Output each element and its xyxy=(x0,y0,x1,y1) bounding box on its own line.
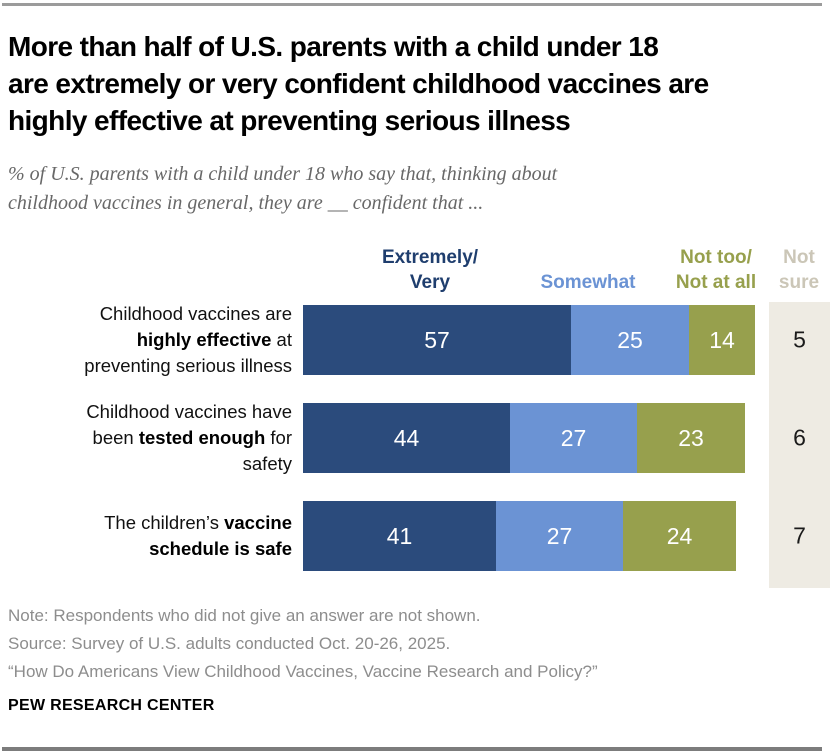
bar-row: 44 27 23 xyxy=(303,403,745,473)
top-rule xyxy=(2,3,822,6)
legend-not-sure: Not sure xyxy=(766,245,832,295)
legend-label-line: Not too/ xyxy=(680,247,752,268)
bottom-rule xyxy=(2,747,822,751)
chart-notes: Note: Respondents who did not give an an… xyxy=(8,602,808,686)
bar-segment: 23 xyxy=(637,403,745,473)
report-title-line: “How Do Americans View Childhood Vaccine… xyxy=(8,662,598,681)
bar-segment: 41 xyxy=(303,501,496,571)
pew-research-center-wordmark: PEW RESEARCH CENTER xyxy=(8,697,215,714)
legend-label-line: Not at all xyxy=(675,272,757,293)
bar-value-label: 24 xyxy=(666,522,693,549)
bar-value-label: 14 xyxy=(709,326,735,353)
bar-value-label: 27 xyxy=(546,522,573,549)
legend-label-line: Very xyxy=(409,272,451,293)
bar-segment: 14 xyxy=(689,305,755,375)
subtitle-line: % of U.S. parents with a child under 18 … xyxy=(8,163,558,185)
subtitle-line: childhood vaccines in general, they are … xyxy=(8,192,484,214)
row-label: The children’s vaccine schedule is safe xyxy=(104,512,292,559)
source-line: Source: Survey of U.S. adults conducted … xyxy=(8,634,451,653)
chart-subtitle: % of U.S. parents with a child under 18 … xyxy=(8,160,808,218)
legend-label-line: sure xyxy=(778,272,820,293)
bar-segment: 27 xyxy=(496,501,623,571)
bar-value-label: 41 xyxy=(386,522,413,549)
legend-extremely-very: Extremely/ Very xyxy=(345,245,515,295)
bar-value-label: 44 xyxy=(393,424,420,451)
not-sure-value-label: 7 xyxy=(793,522,806,549)
bar-row: 57 25 14 xyxy=(303,305,755,375)
bar-segment: 27 xyxy=(510,403,637,473)
not-sure-value-label: 5 xyxy=(793,326,806,353)
legend-label-line: Somewhat xyxy=(540,272,636,293)
bar-segment: 24 xyxy=(623,501,736,571)
bar-row: 41 27 24 xyxy=(303,501,736,571)
not-sure-column-background xyxy=(769,302,830,588)
row-label: Childhood vaccines are highly effective a… xyxy=(84,303,292,376)
title-line: More than half of U.S. parents with a ch… xyxy=(8,31,659,62)
legend-label-line: Not xyxy=(783,247,815,268)
legend-not-too-not-at-all: Not too/ Not at all xyxy=(648,245,784,295)
legend-label-line: Extremely/ xyxy=(381,247,479,268)
legend-somewhat: Somewhat xyxy=(518,270,658,295)
bar-value-label: 27 xyxy=(560,424,587,451)
row-label: Childhood vaccines have been tested enoug… xyxy=(86,401,292,474)
title-line: are extremely or very confident childhoo… xyxy=(8,68,709,99)
bar-value-label: 57 xyxy=(424,326,450,353)
bar-segment: 25 xyxy=(571,305,689,375)
bar-segment: 44 xyxy=(303,403,510,473)
note-line: Note: Respondents who did not give an an… xyxy=(8,606,481,625)
bar-segment: 57 xyxy=(303,305,571,375)
title-line: highly effective at preventing serious i… xyxy=(8,105,571,136)
not-sure-value-label: 6 xyxy=(793,424,806,451)
page-title: More than half of U.S. parents with a ch… xyxy=(8,28,832,139)
bar-value-label: 23 xyxy=(678,424,704,451)
bar-value-label: 25 xyxy=(617,326,643,353)
